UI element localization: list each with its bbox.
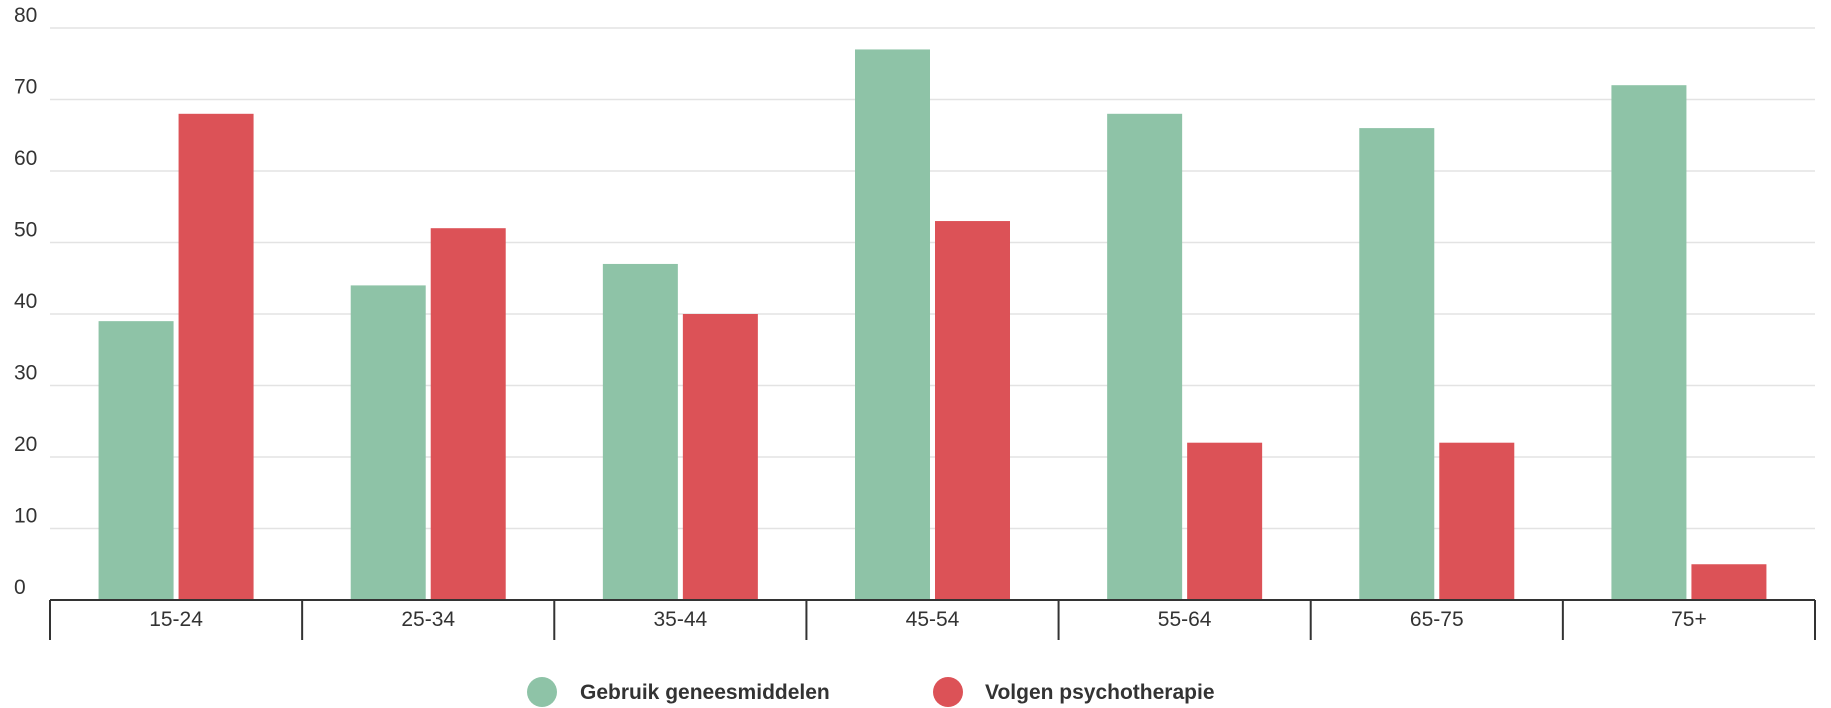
x-tick-label: 35-44 [653,608,707,631]
bar-volgen-psychotherapie [1187,442,1263,600]
bar-volgen-psychotherapie [178,113,254,601]
x-tick-label: 65-75 [1410,608,1464,631]
y-tick-label: 70 [14,76,37,99]
bars [98,49,1767,601]
x-tick-label: 55-64 [1158,608,1212,631]
bar-volgen-psychotherapie [430,228,506,600]
x-tick-label: 75+ [1671,608,1707,631]
bar-gebruik-geneesmiddelen [98,321,174,600]
legend: Gebruik geneesmiddelen Volgen psychothera… [527,677,1215,707]
x-tick-label: 45-54 [906,608,960,631]
x-axis: 15-24 25-34 35-44 45-54 55-64 65-75 75+ [49,599,1816,640]
y-tick-label: 30 [14,362,37,385]
bar-volgen-psychotherapie [935,221,1010,601]
y-tick-label: 60 [14,147,37,170]
y-tick-label: 10 [14,505,37,528]
legend-swatch [933,677,963,707]
bar-gebruik-geneesmiddelen [855,49,930,600]
y-tick-label: 80 [14,4,37,27]
bar-gebruik-geneesmiddelen [350,285,426,600]
y-tick-label: 0 [14,576,26,599]
y-axis-ticks: 0 10 20 30 40 50 60 70 80 [14,4,37,599]
bar-gebruik-geneesmiddelen [602,263,678,600]
bar-volgen-psychotherapie [1439,442,1515,600]
y-tick-label: 20 [14,433,37,456]
bar-gebruik-geneesmiddelen [1611,85,1687,600]
legend-swatch [527,677,557,707]
x-tick-label: 15-24 [149,608,203,631]
y-tick-label: 40 [14,290,37,313]
bar-volgen-psychotherapie [1691,564,1767,600]
legend-label: Volgen psychotherapie [985,681,1215,704]
y-tick-label: 50 [14,219,37,242]
x-tick-label: 25-34 [401,608,455,631]
bar-gebruik-geneesmiddelen [1359,128,1435,600]
bar-volgen-psychotherapie [682,314,758,600]
bar-gebruik-geneesmiddelen [1107,113,1183,601]
gridlines [50,27,1815,530]
legend-label: Gebruik geneesmiddelen [580,681,830,704]
